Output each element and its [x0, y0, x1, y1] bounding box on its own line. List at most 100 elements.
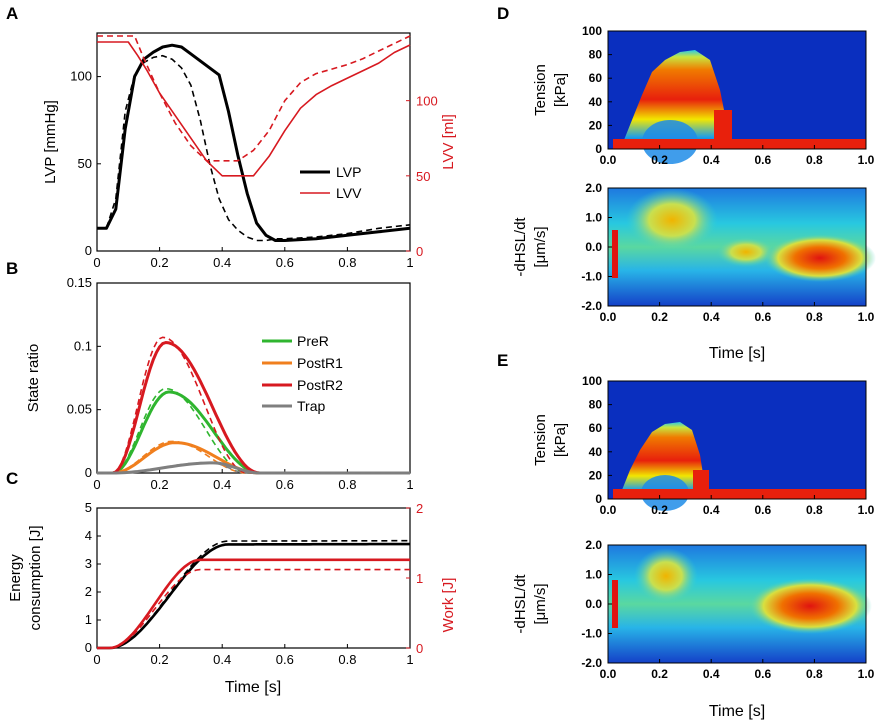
panel-e-tension-baseline: [613, 489, 866, 499]
heatmap-x-tick-label: 0.6: [754, 667, 771, 681]
heatmap-y-tick-label: 0.0: [585, 597, 602, 611]
panel-b-legend: PreR PostR1 PostR2 Trap: [262, 333, 343, 414]
panel-letter-b: B: [6, 259, 18, 278]
panel-d-tension-plume: [613, 50, 735, 149]
panel-d-hsl-left-edge: [612, 230, 618, 278]
heatmap-x-tick-label: 0.8: [806, 310, 823, 324]
x-tick-label: 0: [93, 255, 100, 270]
heatmap-x-tick-label: 0.4: [703, 503, 720, 517]
heatmap-y-tick-label: 20: [589, 468, 603, 482]
x-tick-label: 0.4: [213, 652, 231, 667]
heatmap-x-tick-label: 0.0: [600, 153, 617, 167]
series-lvv: [97, 41, 411, 177]
x-tick-label: 0.2: [151, 255, 169, 270]
panel-e-hsl-label-1: -dHSL/dt: [512, 574, 529, 634]
panel-a-legend: LVP LVV: [300, 164, 362, 201]
panel-e-tension-label-2: [kPa]: [552, 423, 569, 457]
x-tick-label: 0: [93, 652, 100, 667]
panel-e-hsl-upper-spot: [634, 548, 698, 604]
y-tick-label: 0: [85, 243, 92, 258]
panel-d-hsl-map: [607, 187, 876, 307]
panel-a-frame: [96, 32, 411, 252]
x-tick-label: 0: [93, 477, 100, 492]
heatmap-y-tick-label: 100: [582, 374, 602, 388]
x-tick-label: 0.6: [276, 652, 294, 667]
panel-b-frame: [96, 282, 411, 474]
y-tick-label: 0: [85, 465, 92, 480]
legend-lvp-label: LVP: [336, 164, 361, 180]
panel-letter-c: C: [6, 469, 18, 488]
x-tick-label: 0.6: [276, 477, 294, 492]
legend-prer-label: PreR: [297, 333, 329, 349]
heatmap-x-tick-label: 0.2: [651, 667, 668, 681]
y-tick-label: 50: [78, 156, 92, 171]
heatmap-x-tick-label: 0.4: [703, 310, 720, 324]
series-prer-alt: [97, 387, 410, 474]
heatmap-x-tick-label: 0.2: [651, 310, 668, 324]
heatmap-y-tick-label: -2.0: [581, 656, 602, 670]
panel-b-ylabel: State ratio: [25, 344, 42, 412]
panel-d-hsl-label-2: [μm/s]: [532, 226, 549, 267]
panel-d-tension-frame: [607, 30, 867, 150]
heatmap-y-tick-label: -1.0: [581, 270, 602, 284]
series-trap-alt: [97, 461, 410, 474]
heatmap-y-tick-label: 60: [589, 421, 603, 435]
panel-d-tension-label-2: [kPa]: [552, 73, 569, 107]
x-tick-label: 0.4: [213, 255, 231, 270]
panel-d-tension-map: [607, 30, 867, 164]
x-tick-label: 1: [406, 255, 413, 270]
series-work: [97, 558, 410, 650]
heatmap-x-tick-label: 0.0: [600, 667, 617, 681]
series-lvp: [97, 43, 411, 242]
y-tick-label: 1: [85, 612, 92, 627]
heatmap-x-tick-label: 0.6: [754, 503, 771, 517]
panel-b: 0 0.2 0.4 0.6 0.8 1 0 0.05 0.1 0.15 State ratio P…: [25, 275, 414, 492]
y2-tick-label: 100: [416, 94, 438, 109]
heatmap-x-tick-label: 0.0: [600, 310, 617, 324]
y-tick-label: 0.05: [67, 402, 92, 417]
panel-d-hsl-label-1: -dHSL/dt: [512, 217, 529, 277]
heatmap-y-tick-label: 100: [582, 24, 602, 38]
y-tick-label: 5: [85, 500, 92, 515]
panel-d-tension-baseline: [613, 139, 866, 149]
heatmap-x-tick-label: 0.8: [806, 153, 823, 167]
legend-lvv-label: LVV: [336, 185, 362, 201]
panel-e-hsl-label-2: [μm/s]: [532, 583, 549, 624]
y-tick-label: 4: [85, 528, 92, 543]
panel-e-tension-frame: [607, 380, 867, 500]
y2-tick-label: 1: [416, 571, 423, 586]
heatmap-y-tick-label: 2.0: [585, 538, 602, 552]
panel-c-ylabel-line2: consumption [J]: [27, 525, 44, 630]
y2-tick-label: 0: [416, 244, 423, 259]
heatmap-y-tick-label: 80: [589, 398, 603, 412]
heatmap-y-tick-label: 0.0: [585, 240, 602, 254]
panel-letter-d: D: [497, 4, 509, 23]
x-tick-label: 0.2: [151, 477, 169, 492]
panel-c-xlabel: Time [s]: [225, 679, 281, 696]
x-tick-label: 0.4: [213, 477, 231, 492]
heatmap-y-tick-label: 2.0: [585, 181, 602, 195]
heatmap-x-tick-label: 0.8: [806, 667, 823, 681]
y-tick-label: 2: [85, 584, 92, 599]
series-postr2-alt: [97, 336, 410, 474]
heatmap-y-tick-label: 40: [589, 445, 603, 459]
panel-a-y2label: LVV [ml]: [440, 114, 457, 170]
series-postr1: [97, 441, 410, 475]
heatmap-x-tick-label: 0.4: [703, 153, 720, 167]
heatmap-y-tick-label: 80: [589, 48, 603, 62]
heatmap-x-tick-label: 1.0: [858, 503, 875, 517]
panel-b-ticks: 0 0.2 0.4 0.6 0.8 1 0 0.05 0.1 0.15: [67, 275, 414, 492]
panel-a-lines: [97, 35, 411, 242]
series-trap: [97, 461, 410, 475]
y2-tick-label: 50: [416, 169, 430, 184]
heatmap-y-tick-label: -2.0: [581, 299, 602, 313]
series-lvv-alt-: [97, 35, 411, 162]
panel-d-tension-label-1: Tension: [532, 64, 549, 116]
legend-postr1-label: PostR1: [297, 355, 343, 371]
legend-postr2-label: PostR2: [297, 377, 343, 393]
